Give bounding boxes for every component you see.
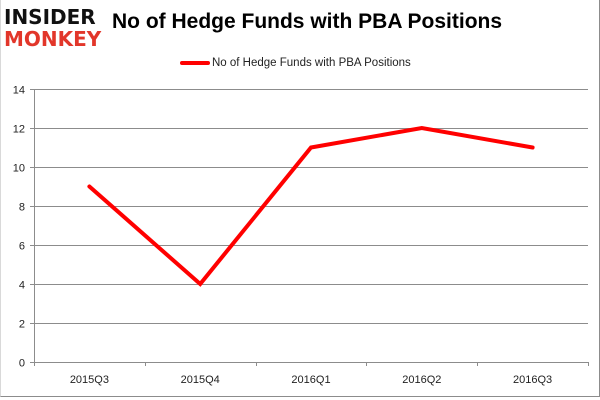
y-tick-label: 10 [13,163,25,175]
y-tick-label: 6 [19,241,25,253]
x-tick-label: 2015Q3 [70,374,109,386]
x-tick-label: 2016Q1 [291,374,330,386]
legend-line-swatch-icon [180,61,210,65]
y-tick-label: 12 [13,124,25,136]
x-tick-label: 2015Q4 [181,374,220,386]
insider-monkey-logo: INSIDER MONKEY [4,6,108,50]
x-axis-ticks: 2015Q3 2015Q4 2016Q1 2016Q2 2016Q3 [70,374,552,386]
y-tick-label: 8 [19,202,25,214]
y-tick-label: 0 [19,358,25,370]
x-tick-label: 2016Q2 [402,374,441,386]
logo-line-2: MONKEY [4,27,102,51]
logo-line-1: INSIDER [4,5,96,29]
y-tick-label: 4 [19,280,25,292]
y-axis-ticks: 0 2 4 6 8 10 12 14 [13,85,25,370]
y-tick-label: 2 [19,319,25,331]
chart-legend: No of Hedge Funds with PBA Positions [180,53,411,73]
y-tick-label: 14 [13,85,25,97]
x-tick-label: 2016Q3 [513,374,552,386]
series-line [87,125,535,287]
chart-title: No of Hedge Funds with PBA Positions [112,10,503,33]
gridlines [30,89,589,366]
legend-label: No of Hedge Funds with PBA Positions [212,57,411,69]
